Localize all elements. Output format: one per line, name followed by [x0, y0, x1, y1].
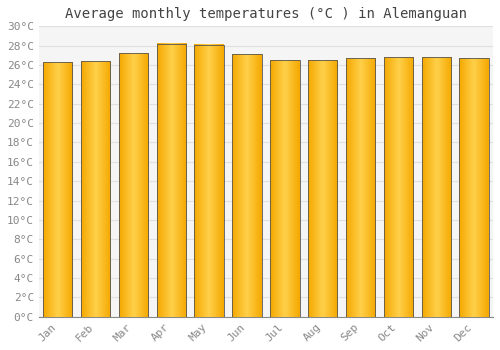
Bar: [346, 58, 376, 317]
Bar: [384, 57, 413, 317]
Bar: [118, 54, 148, 317]
Bar: [422, 57, 451, 317]
Bar: [308, 60, 338, 317]
Bar: [156, 44, 186, 317]
Bar: [194, 45, 224, 317]
Bar: [43, 62, 72, 317]
Bar: [81, 61, 110, 317]
Bar: [270, 60, 300, 317]
Bar: [232, 54, 262, 317]
Title: Average monthly temperatures (°C ) in Alemanguan: Average monthly temperatures (°C ) in Al…: [65, 7, 467, 21]
Bar: [460, 58, 489, 317]
